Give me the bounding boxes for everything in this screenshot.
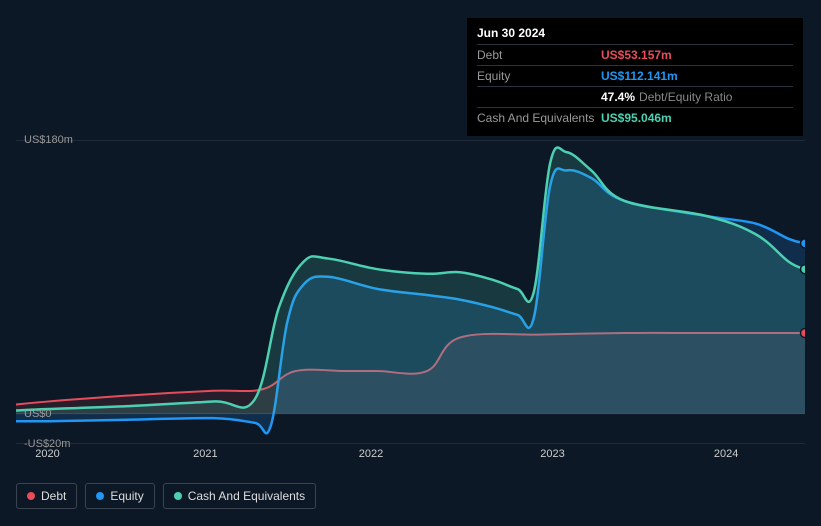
legend-dot-icon <box>27 492 35 500</box>
legend-dot-icon <box>96 492 104 500</box>
tooltip-label: Cash And Equivalents <box>477 111 601 125</box>
legend-item-cash[interactable]: Cash And Equivalents <box>163 483 316 509</box>
marker-cash <box>801 265 806 274</box>
y-tick-label: US$180m <box>24 134 84 146</box>
legend-dot-icon <box>174 492 182 500</box>
marker-equity <box>801 239 806 248</box>
legend: Debt Equity Cash And Equivalents <box>16 483 316 509</box>
tooltip-row-equity: Equity US$112.141m <box>477 65 793 86</box>
marker-debt <box>801 329 806 338</box>
tooltip-row-ratio: 47.4% Debt/Equity Ratio <box>477 86 793 107</box>
tooltip-label: Debt <box>477 48 601 62</box>
chart-tooltip: Jun 30 2024 Debt US$53.157m Equity US$11… <box>467 18 803 136</box>
tooltip-row-cash: Cash And Equivalents US$95.046m <box>477 107 793 128</box>
tooltip-date: Jun 30 2024 <box>477 26 793 44</box>
legend-item-debt[interactable]: Debt <box>16 483 77 509</box>
tooltip-value: US$53.157m <box>601 48 672 62</box>
legend-label: Equity <box>110 489 143 503</box>
legend-label: Debt <box>41 489 66 503</box>
tooltip-label <box>477 90 601 104</box>
x-tick-label: 2022 <box>359 448 383 460</box>
y-tick-label: US$0 <box>24 408 84 420</box>
tooltip-ratio-pct: 47.4% <box>601 90 635 104</box>
tooltip-row-debt: Debt US$53.157m <box>477 44 793 65</box>
tooltip-value: US$112.141m <box>601 69 678 83</box>
tooltip-ratio-label: Debt/Equity Ratio <box>639 90 732 104</box>
chart-plot-area[interactable]: US$180mUS$0-US$20m <box>16 140 805 444</box>
tooltip-value: US$95.046m <box>601 111 672 125</box>
x-tick-label: 2023 <box>540 448 564 460</box>
legend-item-equity[interactable]: Equity <box>85 483 154 509</box>
legend-label: Cash And Equivalents <box>188 489 305 503</box>
area-cash <box>16 148 805 414</box>
tooltip-label: Equity <box>477 69 601 83</box>
area-chart-svg <box>16 140 805 444</box>
x-tick-label: 2021 <box>193 448 217 460</box>
x-tick-label: 2020 <box>35 448 59 460</box>
x-tick-label: 2024 <box>714 448 738 460</box>
x-axis: 2020 2021 2022 2023 2024 <box>16 448 805 468</box>
